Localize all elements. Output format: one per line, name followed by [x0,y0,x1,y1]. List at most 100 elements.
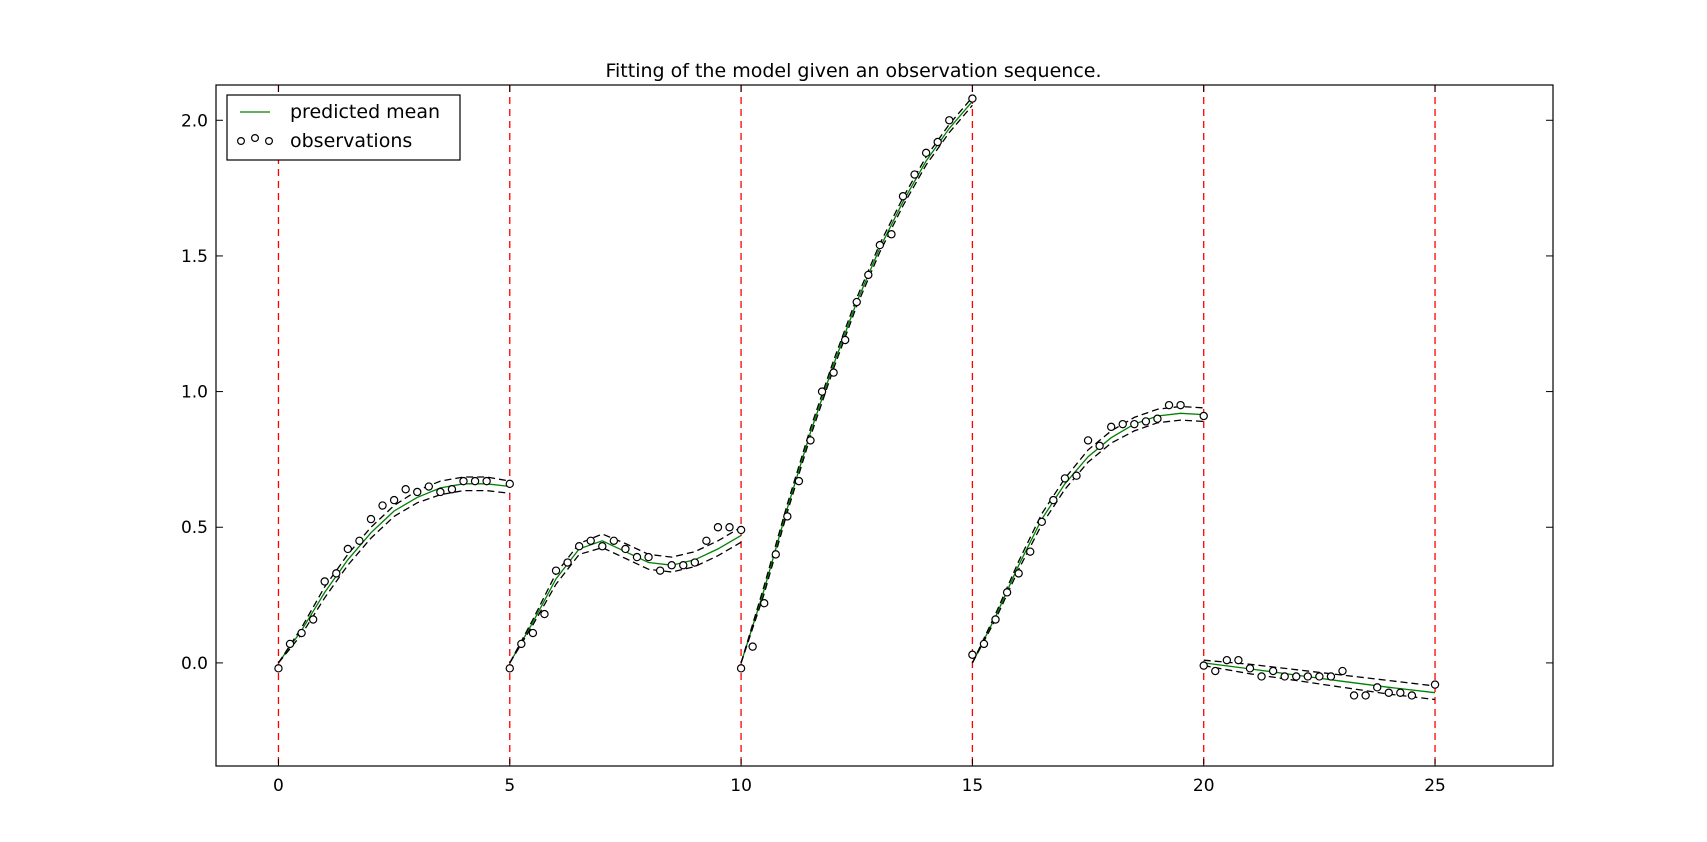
observation-point [771,550,780,559]
observation-point [285,639,295,649]
observation-point [1083,436,1093,445]
observation-point [1280,672,1289,681]
observation-point [1095,441,1104,451]
observation-point [563,558,572,567]
observation-point [1072,471,1081,480]
observation-point [1326,672,1336,681]
legend-label: observations [290,130,412,152]
predicted-mean-line [971,412,1204,664]
observation-point [424,482,434,491]
observation-point [1014,569,1023,578]
x-tick-label: 0 [273,776,284,796]
y-tick-label: 0.0 [181,654,208,674]
plot-area [274,85,1440,766]
observation-point [817,387,827,396]
observation-point [505,664,514,673]
confidence-upper-line [971,405,1204,664]
observation-point [1199,411,1208,421]
x-tick-label: 20 [1193,776,1215,796]
observation-point [1303,672,1313,681]
y-tick-label: 0.5 [181,518,208,538]
x-tick-label: 5 [504,776,515,796]
observation-point [667,561,676,570]
observation-point [1373,683,1382,692]
observation-point [875,240,885,250]
observation-point [840,335,850,345]
observation-point [459,476,468,486]
confidence-lower-line [971,419,1204,664]
observation-point [979,639,989,649]
legend-box [226,94,461,161]
observation-point [736,664,746,673]
observation-point [1049,495,1058,505]
observation-point [968,94,977,103]
observation-point [1026,547,1035,556]
observation-point [655,566,665,575]
y-tick-label: 1.0 [181,383,208,403]
observation-point [945,116,954,125]
observation-point [1130,419,1139,429]
observation-point [551,566,561,575]
observation-point [1361,691,1370,700]
observation-point [910,170,919,179]
legend-marker-swatch [251,134,260,143]
legend-marker-swatch [237,137,246,146]
observation-point [586,536,595,546]
observation-point [1176,400,1185,410]
confidence-lower-line [509,541,742,664]
observation-point [748,642,757,651]
observation-point [702,536,711,546]
observation-point [829,368,838,377]
observation-point [1118,419,1127,429]
observation-point [1407,691,1417,700]
x-tick-label: 15 [962,776,984,796]
confidence-upper-line [277,476,510,664]
observation-point [783,512,792,521]
legend: predicted mean observations [226,94,461,161]
observation-point [274,664,283,673]
observation-point [1060,474,1070,483]
x-tick-label: 10 [730,776,752,796]
observation-point [679,561,688,570]
observation-point [598,542,607,551]
observation-point [887,230,896,239]
observation-point [898,192,908,201]
x-tick-label: 25 [1424,776,1446,796]
observation-point [1268,666,1278,676]
observation-point [482,476,491,486]
observation-point [1106,422,1116,432]
observation-point [1430,680,1440,689]
observation-point [540,609,549,619]
observation-point [725,523,734,532]
observation-point [297,628,306,638]
axes-frame [215,84,1554,767]
observation-point [1338,666,1347,676]
observation-point [1141,417,1151,426]
legend-label: predicted mean [290,101,440,123]
observation-point [332,569,341,578]
observation-point [644,552,653,562]
observation-point [1037,517,1046,527]
observation-point [574,542,584,551]
observation-point [991,615,1000,624]
observation-point [366,514,376,524]
observation-point [690,558,700,567]
observation-point [447,485,457,494]
observation-point [1002,588,1012,597]
observation-point [1315,672,1324,681]
observation-point [968,650,977,659]
observation-point [736,525,746,535]
observation-point [343,544,353,554]
confidence-lower-line [1203,664,1436,701]
observation-point [921,148,931,158]
observation-point [621,544,630,554]
observation-point [760,599,769,608]
observation-point [864,270,873,280]
observation-point [436,487,445,497]
observation-point [632,552,642,562]
observation-point [1396,688,1405,697]
y-tick-label: 1.5 [181,247,208,267]
legend-marker-swatch [265,137,274,146]
observation-point [517,639,526,649]
